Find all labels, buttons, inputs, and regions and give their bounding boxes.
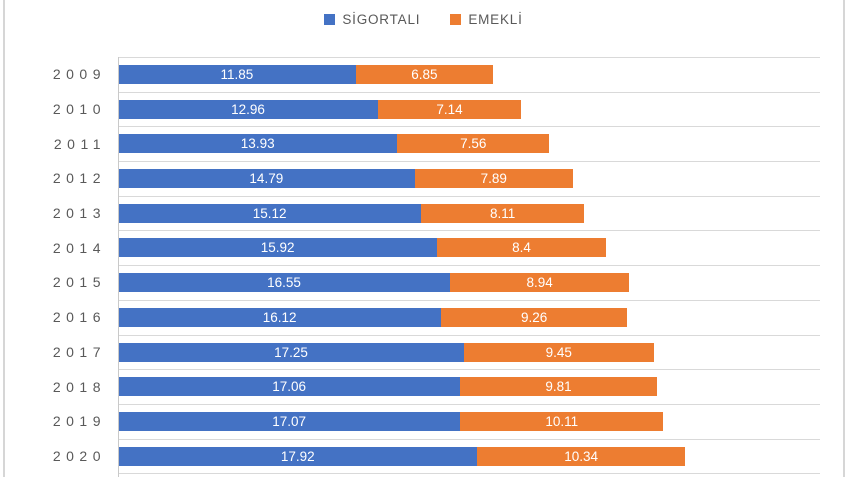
data-label: 8.94 xyxy=(526,275,553,291)
bar-segment-emekli[interactable]: 7.14 xyxy=(377,99,522,119)
data-label: 12.96 xyxy=(231,101,265,117)
frame-left-border xyxy=(3,0,5,477)
stacked-bar: 15.92 8.4 xyxy=(118,238,820,258)
data-label: 9.81 xyxy=(545,379,572,395)
chart-row: 17.25 9.45 xyxy=(118,334,820,370)
legend-item-sigortali[interactable]: SİGORTALI xyxy=(324,12,420,27)
chart-row: 15.92 8.4 xyxy=(118,230,820,265)
stacked-bar: 15.12 8.11 xyxy=(118,203,820,223)
bar-segment-emekli[interactable]: 9.81 xyxy=(460,377,657,397)
chart-row: 17.06 9.81 xyxy=(118,369,820,404)
data-label: 9.26 xyxy=(521,309,548,325)
data-label: 9.45 xyxy=(545,344,572,360)
bar-segment-emekli[interactable]: 6.85 xyxy=(355,65,494,84)
data-label: 8.4 xyxy=(512,240,531,256)
data-label: 16.12 xyxy=(262,309,297,325)
chart-row: 12.96 7.14 xyxy=(118,91,820,127)
stacked-bar: 12.96 7.14 xyxy=(118,99,820,119)
category-axis-labels: 2009 2010 2011 2012 2013 2014 2015 2016 2017 2018… xyxy=(0,57,118,473)
data-label: 15.12 xyxy=(252,205,287,221)
bar-segment-emekli[interactable]: 8.4 xyxy=(437,238,606,258)
data-label: 6.85 xyxy=(411,67,438,82)
legend-item-emekli[interactable]: EMEKLİ xyxy=(450,12,522,27)
y-axis-label: 2013 xyxy=(52,205,106,222)
plot-area: 11.85 6.85 12.96 7.14 13.93 7.56 14.79 7.89 15.1… xyxy=(118,57,820,475)
data-label: 10.11 xyxy=(545,413,579,429)
y-axis-label: 2014 xyxy=(52,239,106,256)
data-label: 13.93 xyxy=(240,136,275,152)
data-label: 16.55 xyxy=(267,275,301,291)
data-label: 8.11 xyxy=(489,205,516,221)
data-label: 7.14 xyxy=(436,101,463,117)
y-axis-label: 2012 xyxy=(52,170,106,187)
chart-row: 16.55 8.94 xyxy=(118,265,820,300)
y-axis-label: 2015 xyxy=(52,274,106,291)
legend-swatch-sigortali-icon xyxy=(324,14,336,25)
stacked-bar: 17.25 9.45 xyxy=(118,342,820,362)
bar-segment-emekli[interactable]: 10.34 xyxy=(477,446,685,466)
chart-row: 17.07 10.11 xyxy=(118,403,820,439)
data-label: 17.25 xyxy=(274,344,308,360)
bar-segment-sigortali[interactable]: 15.12 xyxy=(118,203,422,223)
bar-segment-sigortali[interactable]: 17.92 xyxy=(118,446,478,466)
legend-label-sigortali: SİGORTALI xyxy=(342,12,421,27)
legend-label-emekli: EMEKLİ xyxy=(468,12,523,27)
stacked-bar: 14.79 7.89 xyxy=(118,169,820,189)
data-label: 17.07 xyxy=(272,413,307,429)
stacked-bar: 17.92 10.34 xyxy=(118,446,820,466)
data-label: 17.92 xyxy=(280,448,315,464)
bar-segment-sigortali[interactable]: 16.12 xyxy=(118,307,442,327)
stacked-bar: 16.12 9.26 xyxy=(118,307,820,327)
data-label: 11.85 xyxy=(220,67,254,82)
bar-segment-sigortali[interactable]: 16.55 xyxy=(118,273,450,293)
bar-segment-emekli[interactable]: 9.26 xyxy=(441,307,628,327)
chart-row: 13.93 7.56 xyxy=(118,126,820,161)
data-label: 7.89 xyxy=(480,171,507,187)
bar-segment-sigortali[interactable]: 13.93 xyxy=(118,134,398,154)
y-axis-label: 2016 xyxy=(52,309,106,326)
data-label: 14.79 xyxy=(249,171,284,187)
stacked-bar: 16.55 8.94 xyxy=(118,273,820,293)
bar-segment-emekli[interactable]: 9.45 xyxy=(463,342,654,362)
legend-swatch-emekli-icon xyxy=(450,14,462,25)
category-axis-line xyxy=(118,57,119,477)
chart-row: 11.85 6.85 xyxy=(118,57,820,92)
frame-right-border xyxy=(843,0,845,477)
bar-segment-sigortali[interactable]: 14.79 xyxy=(118,169,415,189)
chart-row: 17.92 10.34 xyxy=(118,438,820,474)
data-label: 7.56 xyxy=(460,136,487,152)
bar-segment-emekli[interactable]: 7.89 xyxy=(414,169,573,189)
legend: SİGORTALI EMEKLİ xyxy=(0,12,847,27)
stacked-bar: 13.93 7.56 xyxy=(118,134,820,154)
y-axis-label: 2018 xyxy=(52,378,106,395)
bar-segment-sigortali[interactable]: 12.96 xyxy=(118,99,378,119)
chart-row: 16.12 9.26 xyxy=(118,299,820,335)
y-axis-label: 2010 xyxy=(52,101,106,118)
y-axis-label: 2019 xyxy=(52,413,106,430)
y-axis-label: 2009 xyxy=(52,66,106,83)
bar-segment-emekli[interactable]: 7.56 xyxy=(397,134,550,154)
data-label: 10.34 xyxy=(564,448,599,464)
stacked-bar: 17.07 10.11 xyxy=(118,411,820,431)
bar-segment-emekli[interactable]: 8.11 xyxy=(421,203,584,223)
stacked-bar: 17.06 9.81 xyxy=(118,377,820,397)
y-axis-label: 2020 xyxy=(52,447,106,464)
bar-segment-emekli[interactable]: 8.94 xyxy=(449,273,630,293)
chart-row: 14.79 7.89 xyxy=(118,161,820,196)
bar-segment-emekli[interactable]: 10.11 xyxy=(460,411,664,431)
stacked-bar: 11.85 6.85 xyxy=(118,65,820,84)
data-label: 15.92 xyxy=(260,240,295,256)
data-label: 17.06 xyxy=(272,379,306,395)
bar-segment-sigortali[interactable]: 17.25 xyxy=(118,342,464,362)
chart-row: 15.12 8.11 xyxy=(118,195,820,231)
bar-segment-sigortali[interactable]: 17.06 xyxy=(118,377,461,397)
bar-segment-sigortali[interactable]: 11.85 xyxy=(118,65,356,84)
y-axis-label: 2017 xyxy=(52,343,106,360)
bar-segment-sigortali[interactable]: 17.07 xyxy=(118,411,461,431)
bar-segment-sigortali[interactable]: 15.92 xyxy=(118,238,438,258)
y-axis-label: 2011 xyxy=(53,135,106,152)
